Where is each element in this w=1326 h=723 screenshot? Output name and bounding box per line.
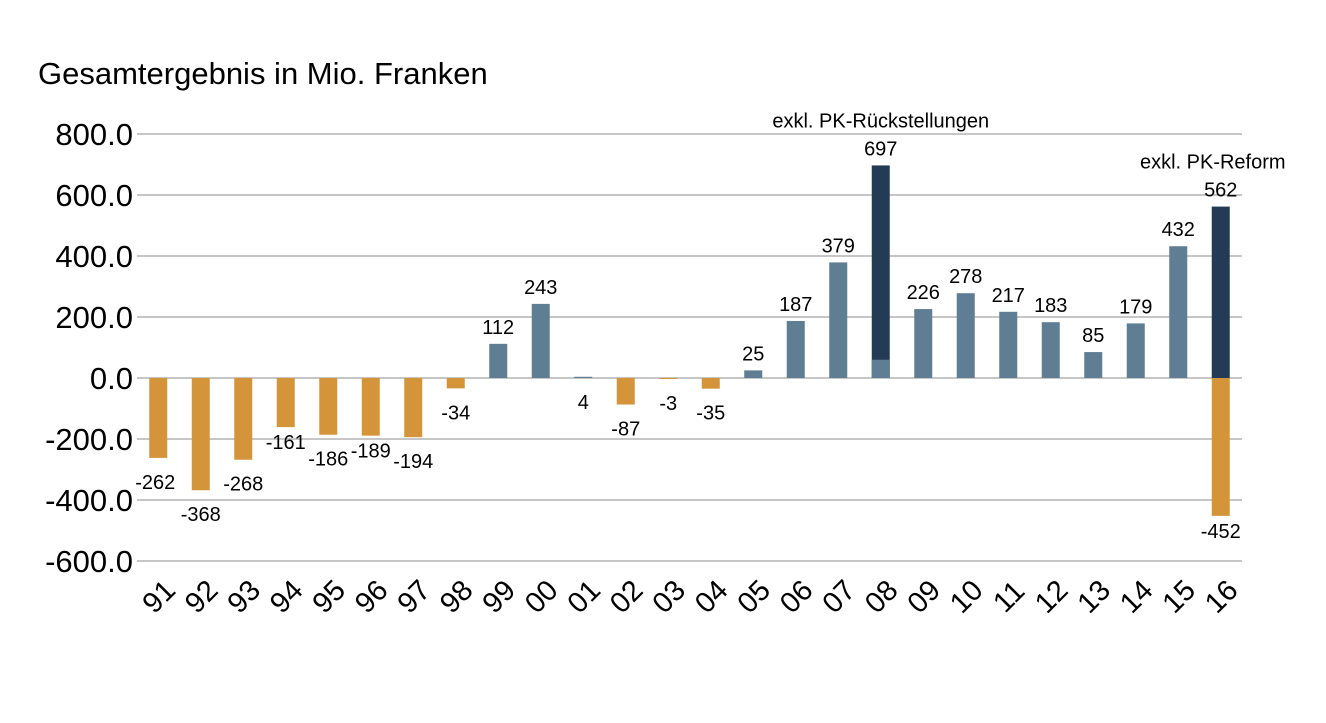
x-tick-label: 08 <box>859 574 904 619</box>
x-tick-label: 94 <box>264 574 309 619</box>
bar-value-label: -3 <box>659 393 677 415</box>
bar-value-label: 226 <box>907 282 940 304</box>
bar <box>829 262 848 378</box>
bar <box>659 378 678 379</box>
bar <box>319 378 338 435</box>
x-tick-label: 13 <box>1072 574 1117 619</box>
bar-value-label: -87 <box>611 419 640 441</box>
bar-value-label: -268 <box>223 474 263 496</box>
bar <box>1169 246 1188 378</box>
x-tick-label: 11 <box>987 575 1031 619</box>
bar <box>744 370 763 378</box>
bar <box>1084 352 1103 378</box>
x-tick-label: 16 <box>1199 574 1244 619</box>
bar-value-label: 187 <box>779 294 812 316</box>
y-tick-label: 800.0 <box>55 117 133 152</box>
x-tick-label: 97 <box>392 574 437 619</box>
bar-value-label: -161 <box>266 432 306 454</box>
x-tick-label: 01 <box>562 574 607 619</box>
y-tick-label: 400.0 <box>55 239 133 274</box>
bar <box>999 311 1018 378</box>
bar <box>276 378 295 428</box>
x-tick-label: 92 <box>179 574 224 619</box>
bar-value-label: 85 <box>1082 325 1104 347</box>
x-tick-label: 12 <box>1029 574 1074 619</box>
bar <box>701 378 720 389</box>
bar-negative-segment <box>1211 378 1230 516</box>
chart-title: Gesamtergebnis in Mio. Franken <box>38 56 488 91</box>
bar-value-label: -452 <box>1201 521 1241 543</box>
bar <box>956 293 975 378</box>
x-tick-label: 91 <box>137 574 182 619</box>
bar <box>871 165 890 378</box>
y-tick-label: 0.0 <box>90 361 133 396</box>
bar-value-label: 562 <box>1204 180 1237 202</box>
bar-value-label: 243 <box>524 277 557 299</box>
bar <box>191 378 210 491</box>
x-tick-label: 14 <box>1114 574 1159 619</box>
bar <box>574 376 593 378</box>
bar-value-label: -186 <box>308 449 348 471</box>
bar <box>489 343 508 378</box>
bar <box>1126 323 1145 378</box>
x-tick-label: 15 <box>1157 574 1202 619</box>
bar-value-label: 432 <box>1162 219 1195 241</box>
x-tick-label: 10 <box>944 574 989 619</box>
y-tick-label: -600.0 <box>45 544 133 579</box>
bar <box>914 309 933 378</box>
bar <box>531 303 550 378</box>
bar-value-label: 278 <box>949 266 982 288</box>
y-tick-label: -400.0 <box>45 483 133 518</box>
x-tick-label: 96 <box>349 574 394 619</box>
bar-value-label: -189 <box>351 441 391 463</box>
x-tick-label: 00 <box>519 574 564 619</box>
y-tick-label: 200.0 <box>55 300 133 335</box>
x-tick-label: 93 <box>222 574 267 619</box>
x-tick-label: 02 <box>604 574 649 619</box>
bar <box>149 378 168 458</box>
bar <box>1211 206 1230 378</box>
bar <box>234 378 253 460</box>
x-tick-label: 95 <box>307 574 352 619</box>
bar <box>446 378 465 389</box>
x-tick-label: 03 <box>647 574 692 619</box>
bar-value-label: 379 <box>822 235 855 257</box>
x-tick-label: 07 <box>817 574 862 619</box>
bar-value-label: 25 <box>742 343 764 365</box>
x-tick-label: 98 <box>434 574 479 619</box>
bar-value-label: -368 <box>181 504 221 526</box>
bar-value-label: 217 <box>992 285 1025 307</box>
y-tick-label: -200.0 <box>45 422 133 457</box>
x-tick-label: 04 <box>689 574 734 619</box>
bar-value-label: 112 <box>482 317 514 339</box>
bar <box>404 378 423 438</box>
y-tick-label: 600.0 <box>55 178 133 213</box>
x-tick-label: 06 <box>774 574 819 619</box>
x-tick-label: 05 <box>732 574 777 619</box>
bar <box>616 378 635 405</box>
bar-value-label: 697 <box>864 138 897 160</box>
bar-value-label: -262 <box>135 472 175 494</box>
x-tick-label: 09 <box>902 574 947 619</box>
bar-base-segment <box>871 359 890 378</box>
bar-value-label: -194 <box>393 451 433 473</box>
annotation-label: exkl. PK-Rückstellungen <box>772 110 989 132</box>
annotation-label: exkl. PK-Reform <box>1140 152 1286 174</box>
bar-value-label: -35 <box>696 403 725 425</box>
bar-value-label: 183 <box>1034 295 1067 317</box>
bar <box>361 378 380 436</box>
bar-value-label: -34 <box>441 402 470 424</box>
bar-value-label: 4 <box>578 392 589 414</box>
bar <box>786 320 805 378</box>
x-tick-label: 99 <box>477 574 522 619</box>
bar <box>1041 322 1060 378</box>
bar-value-label: 179 <box>1119 296 1152 318</box>
